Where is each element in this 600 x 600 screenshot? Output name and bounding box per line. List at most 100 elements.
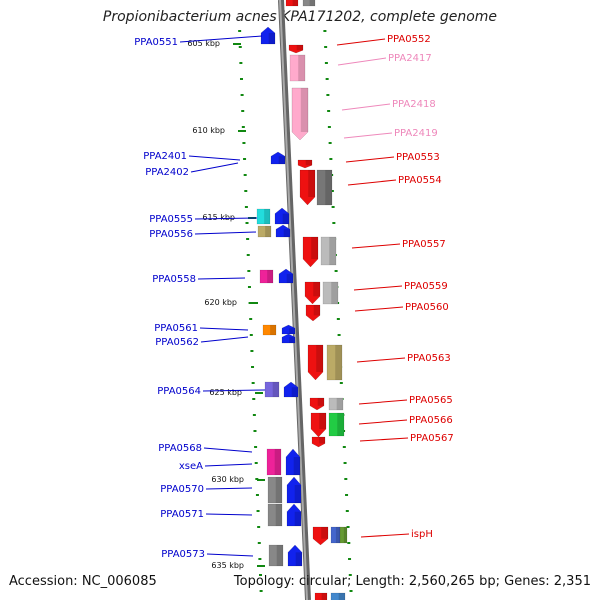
gene-shade [272,382,279,397]
gene-leader-line [194,231,257,235]
left-gene-labels: PPA0551 PPA2401 PPA2402 PPA0555 PPA0556 PPA05… [134,35,266,560]
gene-shade [321,527,328,539]
gene-shade [276,545,283,566]
gene-leader-line [351,243,401,249]
gene-box [322,281,339,305]
gene-shade [296,45,303,51]
scaffold-dot [346,526,350,528]
scaffold-dot [245,222,249,224]
gene-shade [309,0,315,6]
gene-label-xsea: xseA [179,461,203,472]
gene-shade [335,527,340,543]
gene-leader-line [336,38,386,46]
gene-leader-line [347,179,397,186]
gene-shade [282,213,289,224]
gene-leader-line [194,217,258,220]
gene-arrow [310,412,327,438]
gene-box [330,592,346,600]
gene-shade [265,226,271,237]
gene-shade [325,170,332,205]
gene-shade [294,511,301,526]
gene-shade [298,55,305,81]
gene-leader-line [354,306,404,312]
gene-box [262,324,277,336]
scaffold-dot [324,46,328,48]
scaffold-dot [247,286,251,288]
scaffold-dot [239,62,243,64]
gene-box [267,503,283,527]
scale-tick-label: 620 kbp [204,298,237,307]
gene-leader-line [358,419,408,425]
gene-shade [264,209,270,224]
scaffold-dot [332,222,336,224]
scale-tick-mark [255,392,263,394]
gene-shade [338,593,345,600]
scaffold-dot [342,446,346,448]
gene-leader-line [205,513,253,516]
gene-label-ppa0551: PPA0551 [134,37,178,48]
gene-label-ppa0563: PPA0563 [407,353,451,364]
gene-shade [335,345,342,380]
scaffold-dot [240,94,244,96]
gene-shade [294,485,301,503]
gene-label-ppa2417: PPA2417 [388,53,432,64]
scale-ticks: 605 kbp 610 kbp 615 kbp 620 kbp 625 kbp 630 k… [187,39,265,570]
gene-box [328,412,345,437]
gene-glyphs [256,0,348,600]
gene-shade [291,387,298,397]
gene-arrow [309,397,325,411]
gene-arrow [299,169,316,206]
gene-arrow [287,544,303,567]
gene-leader-line [205,487,253,490]
gene-arrow [260,26,276,45]
gene-label-ppa2402: PPA2402 [145,167,189,178]
gene-shade [289,337,295,343]
gene-leader-line [360,533,410,538]
scaffold-dot [246,254,250,256]
gene-arrow [275,224,291,238]
gene-arrow [291,87,309,141]
gene-leader-line [188,155,241,161]
gene-shade [292,0,298,6]
gene-box [339,526,348,544]
gene-label-ppa0554: PPA0554 [398,175,442,186]
gene-shade [316,345,323,372]
scaffold-dot [251,366,255,368]
gene-shade [293,457,300,475]
gene-leader-line [179,35,263,43]
scaffold-dot [259,574,263,576]
scaffold-dot [329,158,333,160]
gene-shade [275,504,282,526]
scale-tick-label: 615 kbp [202,213,235,222]
gene-arrow [286,503,302,527]
scaffold-dot [345,494,349,496]
scaffold-dot [324,62,328,64]
gene-arrow [270,151,286,165]
gene-shade [319,437,325,444]
gene-box [316,169,333,206]
gene-label-ppa0564: PPA0564 [157,386,201,397]
gene-leader-line [206,553,254,557]
gene-label-ppa0568: PPA0568 [158,443,202,454]
scaffold-dot [244,206,248,208]
genome-summary-text: Topology: circular; Length: 2,560,265 bp… [233,574,591,589]
gene-label-ppa0567: PPA0567 [410,433,454,444]
gene-label-ppa0556: PPA0556 [149,229,193,240]
gene-label-ppa0558: PPA0558 [152,274,196,285]
scaffold-dot [244,190,248,192]
scale-tick-mark [238,130,246,132]
gene-box [259,269,274,284]
gene-label-ppa0571: PPA0571 [160,509,204,520]
gene-label-isph: ispH [411,529,433,540]
scaffold-dot [347,542,351,544]
gene-box [285,0,299,7]
scaffold-dot [238,46,242,48]
gene-label-ppa0557: PPA0557 [402,239,446,250]
gene-shade [267,270,273,283]
scaffold-dot [345,510,349,512]
gene-leader-line [199,327,249,331]
gene-arrow [281,333,296,344]
gene-arrow [312,526,329,546]
gene-box [320,236,337,266]
